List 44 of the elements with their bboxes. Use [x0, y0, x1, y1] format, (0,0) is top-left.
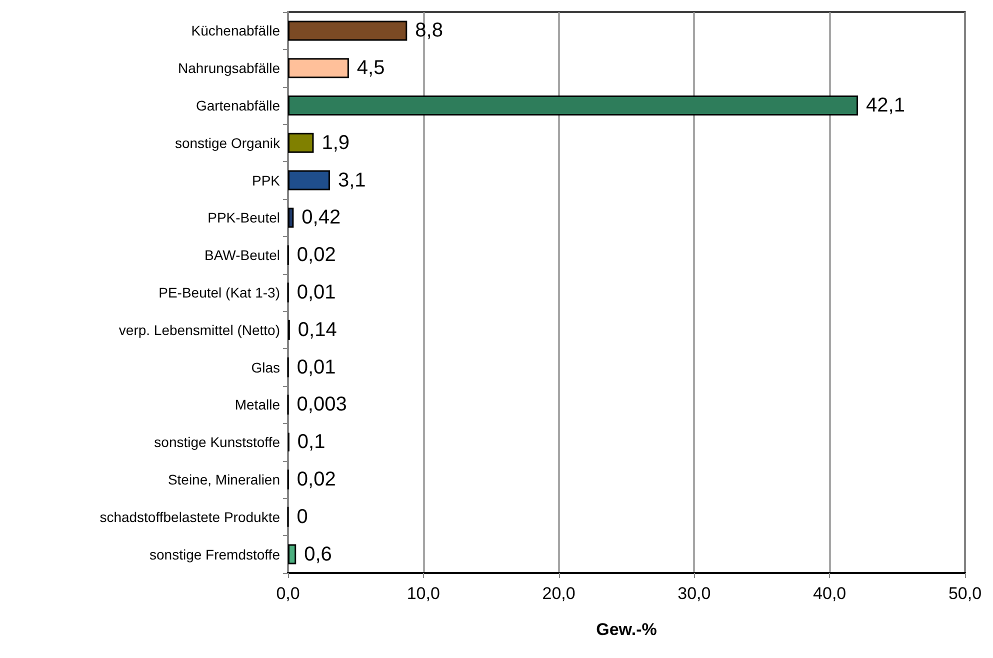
y-tick-label: verp. Lebensmittel (Netto) [118, 322, 280, 338]
data-label: 3,1 [338, 169, 366, 192]
y-tick-label: sonstige Organik [174, 134, 281, 151]
y-tick-label: Glas [251, 359, 280, 376]
data-label: 0,01 [296, 356, 336, 378]
y-tick-label: Nahrungsabfälle [178, 60, 280, 76]
data-label: 0,42 [302, 206, 341, 229]
data-label: 1,9 [322, 132, 350, 154]
x-tick-label: 0,0 [276, 584, 300, 603]
data-label: 0,003 [296, 394, 347, 416]
y-tick-label: sonstige Kunststoffe [154, 434, 280, 450]
data-label: 0,02 [296, 244, 336, 266]
data-label: 0,1 [297, 431, 326, 454]
bar [288, 132, 314, 153]
data-label: 0,01 [296, 282, 336, 304]
x-axis-title: Gew.-% [596, 620, 657, 639]
y-tick-label: Steine, Mineralien [168, 472, 280, 488]
bar [288, 96, 858, 116]
data-label: 0,14 [298, 318, 337, 341]
x-tick-label: 10,0 [406, 584, 440, 603]
y-tick-label: PPK [252, 172, 281, 188]
data-label: 0,02 [296, 468, 336, 490]
y-tick-label: BAW-Beutel [204, 247, 280, 264]
y-tick-label: Küchenabfälle [191, 22, 280, 39]
data-label: 4,5 [356, 57, 385, 80]
bar [288, 20, 408, 41]
bar [288, 170, 330, 190]
data-label: 8,8 [415, 20, 443, 42]
y-tick-label: Metalle [234, 396, 280, 413]
data-label: 0,6 [304, 543, 332, 566]
x-tick-label: 20,0 [542, 584, 576, 603]
data-label: 0 [296, 506, 308, 528]
x-tick-label: 40,0 [813, 584, 846, 603]
x-tick-label: 30,0 [678, 584, 711, 603]
y-tick-label: Gartenabfälle [196, 98, 280, 114]
y-tick-label: sonstige Fremdstoffe [150, 546, 280, 562]
bar [288, 208, 294, 228]
y-tick-label: schadstoffbelastete Produkte [100, 508, 280, 525]
bar [288, 544, 296, 564]
y-tick-label: PPK-Beutel [208, 210, 280, 226]
bar [288, 58, 349, 78]
y-tick-label: PE-Beutel (Kat 1-3) [158, 284, 280, 300]
data-label: 42,1 [866, 94, 905, 116]
x-tick-label: 50,0 [948, 584, 982, 603]
